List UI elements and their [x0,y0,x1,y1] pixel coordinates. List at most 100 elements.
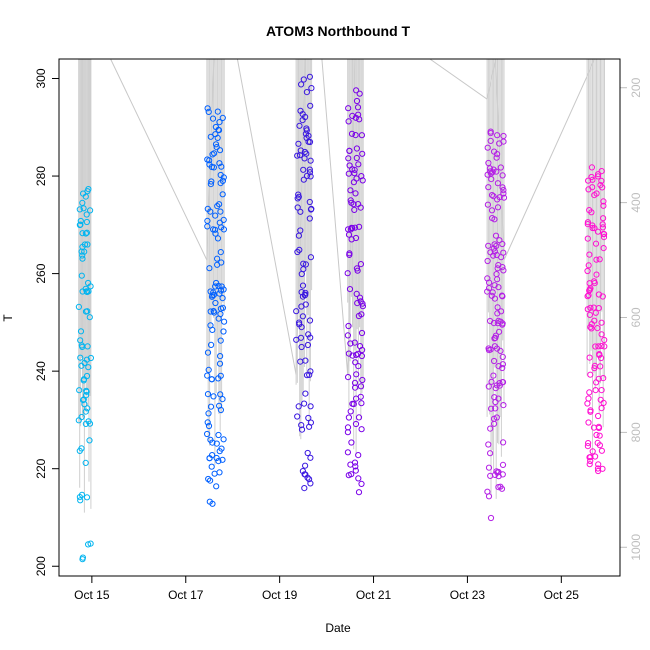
data-point [496,380,503,387]
data-point [491,282,498,289]
data-point [84,188,91,195]
data-point [213,440,220,447]
data-point [221,318,228,325]
data-point [210,308,217,315]
data-point [294,195,301,202]
data-point [353,371,360,378]
data-point [495,395,502,402]
data-point [209,452,216,459]
data-point [304,341,311,349]
data-point [305,331,312,338]
data-point [585,292,592,299]
data-point [500,187,507,194]
data-point [215,127,223,134]
data-point [355,111,362,118]
data-point [213,483,220,490]
data-point [306,215,313,222]
data-point [494,204,502,211]
data-point [598,168,605,175]
data-point [601,231,608,238]
data-point [307,334,314,341]
data-point [306,166,313,173]
data-point [208,376,215,383]
data-point [600,215,607,222]
data-point [297,208,304,215]
data-point [301,400,308,407]
data-point [497,347,504,354]
data-point [295,191,302,198]
data-point [484,288,491,295]
data-point [499,379,506,386]
data-point [216,201,223,208]
data-point [212,299,219,307]
data-point [497,164,504,171]
data-point [206,157,213,164]
data-point [589,448,596,455]
y-tick-label: 200 [34,556,48,576]
data-point [598,387,605,394]
data-point [214,235,222,242]
data-point [217,208,224,215]
data-point [83,218,91,226]
data-point [601,343,608,350]
data-point [306,169,314,176]
data-point [307,454,314,461]
data-point [594,465,602,472]
data-point [355,161,362,168]
data-point [584,400,591,407]
data-point [499,264,506,271]
data-point [586,251,593,258]
data-point [358,173,365,180]
data-point [299,282,307,289]
data-point [207,477,214,484]
data-point [298,426,306,433]
data-point [219,177,226,184]
data-point [217,249,224,256]
data-point [294,413,301,420]
data-point [86,437,93,444]
data-point [492,405,499,412]
data-point [213,454,220,462]
data-point [485,242,492,249]
data-point [494,310,501,317]
data-point [587,457,594,465]
data-point [296,246,303,253]
data-point [210,164,217,171]
data-point [485,464,493,471]
data-point [85,279,92,287]
data-point [207,322,214,329]
data-point [589,222,596,229]
data-point [345,105,352,112]
data-point [344,270,351,277]
data-point [596,351,603,358]
data-point [601,336,608,344]
data-point [75,303,83,310]
data-point [205,108,212,116]
data-point [355,489,363,496]
x-axis: Oct 15 Oct 17 Oct 19 Oct 21 Oct 23 Oct 25 [74,575,579,602]
data-point [488,405,495,412]
data-point [593,431,600,439]
data-point [216,448,223,455]
data-point [303,127,310,134]
data-point [492,334,499,341]
data-point [346,162,353,169]
data-point [352,359,359,366]
data-point [215,458,222,465]
data-point [586,354,593,361]
data-point [351,224,359,231]
data-point [500,402,507,409]
data-point [351,206,358,213]
data-point [304,474,311,481]
data-point [594,173,602,180]
data-point [500,194,508,201]
data-point [595,171,602,178]
data-point [204,349,212,356]
data-point [493,271,500,278]
data-point [204,430,211,438]
data-point [300,166,307,173]
y-tick-label: 300 [34,68,48,88]
data-point [499,321,506,328]
data-point [212,123,219,131]
data-point [83,387,90,394]
